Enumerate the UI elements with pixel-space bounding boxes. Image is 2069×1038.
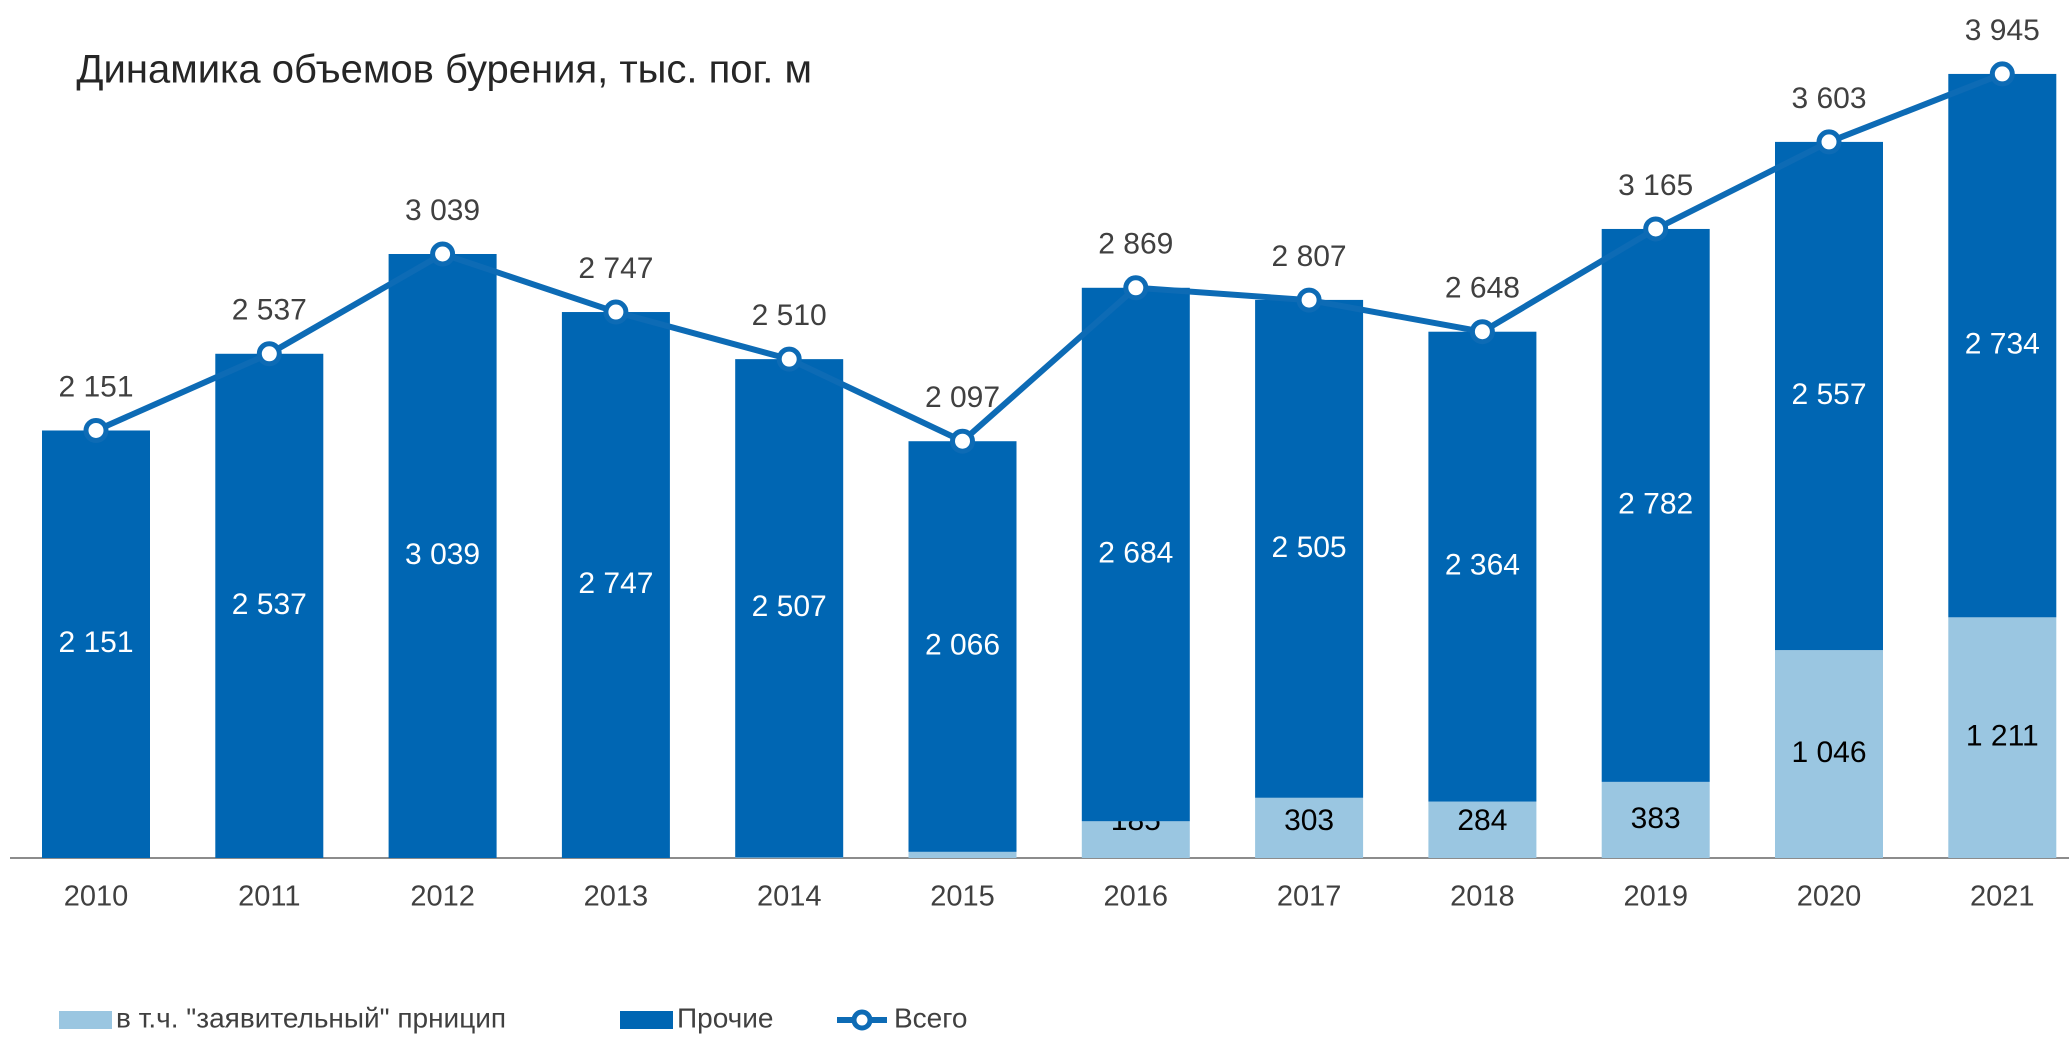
total-marker — [1469, 319, 1495, 345]
bar-segment — [1775, 141, 1883, 651]
bar-segment — [1601, 781, 1710, 858]
data-label: 2 537 — [232, 588, 307, 621]
data-label: 383 — [1631, 802, 1681, 835]
total-label: 2 537 — [232, 294, 307, 327]
data-label: 303 — [1284, 804, 1334, 837]
total-marker — [950, 428, 975, 454]
bar-segment — [908, 441, 1017, 852]
bar-segment — [1948, 617, 2057, 858]
bar-segment — [908, 851, 1017, 858]
total-marker — [256, 341, 282, 367]
bar-segment — [1081, 821, 1190, 858]
data-label: 2 066 — [925, 628, 1000, 661]
x-tick-label: 2020 — [1797, 881, 1862, 913]
total-label: 2 747 — [578, 252, 653, 285]
total-marker — [1816, 129, 1842, 155]
data-label: 1 046 — [1791, 736, 1866, 769]
data-label: 2 684 — [1098, 536, 1173, 569]
legend-label: Всего — [894, 1002, 967, 1033]
total-label: 3 603 — [1791, 82, 1866, 115]
total-label: 2 869 — [1098, 228, 1173, 261]
data-label: 2 782 — [1618, 487, 1693, 520]
total-label: 3 165 — [1618, 169, 1693, 202]
x-tick-label: 2019 — [1623, 881, 1688, 913]
total-marker — [1643, 216, 1669, 242]
x-tick-label: 2012 — [410, 881, 475, 913]
data-label: 2 734 — [1965, 328, 2040, 361]
bar-segment — [1255, 299, 1364, 798]
bar-segment — [1948, 73, 2057, 618]
total-label: 2 151 — [58, 370, 133, 403]
chart-title: Динамика объемов бурения, тыс. пог. м — [76, 48, 812, 92]
data-label: 2 507 — [752, 590, 827, 623]
total-label: 2 510 — [752, 299, 827, 332]
bar-segment — [735, 857, 844, 858]
bar-segment — [1775, 650, 1883, 858]
total-label: 2 648 — [1445, 272, 1520, 305]
total-line — [94, 71, 2004, 445]
x-tick-label: 2016 — [1104, 881, 1169, 913]
data-label: 2 151 — [58, 626, 133, 659]
total-label: 3 945 — [1965, 14, 2040, 47]
data-label: 2 747 — [578, 567, 653, 600]
bar-segment — [1428, 331, 1537, 802]
x-tick-label: 2017 — [1277, 881, 1342, 913]
x-tick-label: 2021 — [1970, 881, 2035, 913]
total-marker — [430, 241, 456, 267]
bar-segment — [1428, 801, 1537, 858]
x-tick-label: 2013 — [584, 881, 649, 913]
legend-swatch — [59, 1011, 112, 1029]
total-marker — [83, 417, 109, 443]
total-marker — [1123, 275, 1149, 301]
data-label: 3 039 — [405, 538, 480, 571]
bar-segment — [1255, 797, 1364, 858]
bar-segment — [735, 359, 844, 858]
legend-swatch — [851, 1009, 873, 1031]
x-tick-label: 2015 — [930, 881, 995, 913]
data-label: 1 211 — [1966, 720, 2039, 753]
bar-segment — [388, 253, 497, 858]
legend-label: в т.ч. "заявительный" прницип — [116, 1002, 506, 1033]
total-marker — [603, 299, 629, 325]
bar-segment — [215, 353, 324, 858]
data-label: 2 505 — [1272, 531, 1347, 564]
total-marker — [1296, 287, 1322, 313]
total-marker — [776, 346, 802, 372]
total-label: 2 807 — [1272, 240, 1347, 273]
total-label: 3 039 — [405, 194, 480, 227]
legend-swatch — [620, 1011, 673, 1029]
data-label: 2 364 — [1445, 549, 1520, 582]
total-marker — [1989, 61, 2015, 87]
legend-label: Прочие — [677, 1002, 773, 1033]
data-label: 284 — [1457, 804, 1507, 837]
x-tick-label: 2010 — [64, 881, 129, 913]
x-tick-label: 2018 — [1450, 881, 1515, 913]
bar-segment — [1081, 287, 1190, 822]
bar-segment — [1601, 228, 1710, 782]
bar-segment — [42, 430, 150, 858]
data-label: 2 557 — [1791, 378, 1866, 411]
total-label: 2 097 — [925, 381, 1000, 414]
x-tick-label: 2014 — [757, 881, 822, 913]
x-tick-label: 2011 — [238, 881, 300, 913]
bar-segment — [561, 312, 670, 858]
